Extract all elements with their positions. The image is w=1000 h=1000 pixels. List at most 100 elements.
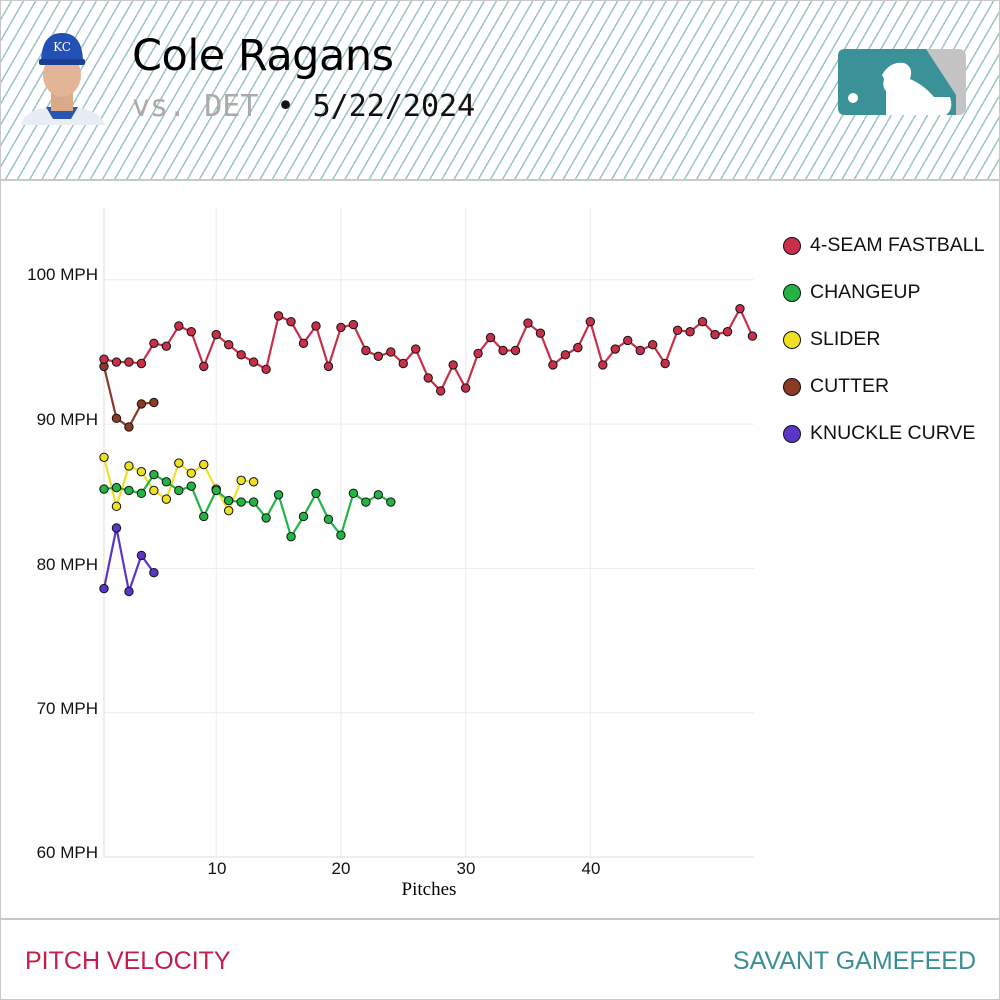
y-tick-label: 90 MPH (36, 410, 98, 429)
data-point (411, 344, 421, 354)
data-point (211, 329, 221, 340)
data-point (111, 523, 122, 533)
data-point (361, 345, 371, 356)
footer-title: PITCH VELOCITY (25, 947, 231, 975)
data-point (236, 497, 246, 507)
header: KC Cole Ragans vs. DET • 5/22/2024 (1, 1, 999, 181)
data-point (174, 458, 184, 468)
data-point (722, 327, 733, 337)
data-point (199, 511, 209, 522)
data-point (286, 531, 296, 542)
data-point (161, 341, 172, 351)
data-point (573, 342, 583, 353)
data-point (311, 321, 321, 331)
data-point (685, 327, 695, 337)
x-tick-label: 10 (207, 859, 227, 878)
data-point (647, 340, 658, 350)
game-date: 5/22/2024 (312, 89, 476, 124)
data-point (174, 321, 184, 331)
data-point (161, 494, 172, 504)
legend-swatch (783, 330, 801, 349)
data-point (498, 345, 508, 356)
data-point (186, 468, 196, 478)
separator: • (276, 89, 295, 124)
data-point (448, 360, 458, 370)
data-point (261, 513, 271, 523)
data-point (111, 357, 122, 367)
data-point (161, 477, 172, 487)
data-point (585, 316, 596, 327)
data-point (236, 475, 246, 486)
data-point (149, 469, 159, 480)
data-point (473, 348, 483, 359)
data-point (248, 477, 259, 487)
data-point (136, 550, 147, 561)
data-point (735, 303, 745, 314)
data-point (348, 319, 359, 330)
data-point (460, 383, 471, 393)
data-point (186, 481, 196, 491)
data-point (523, 318, 533, 328)
opponent: vs. DET (132, 89, 259, 124)
data-point (298, 338, 309, 348)
data-point (535, 328, 546, 338)
legend-label: 4-SEAM FASTBALL (810, 234, 985, 256)
data-point (99, 583, 109, 594)
footer-brand[interactable]: SAVANT GAMEFEED (732, 947, 976, 975)
legend-swatch (783, 424, 801, 443)
data-point (248, 357, 259, 367)
y-tick-label: 60 MPH (36, 843, 98, 862)
data-point (211, 485, 221, 496)
data-point (548, 360, 558, 370)
data-point (248, 497, 259, 507)
legend-label: KNUCKLE CURVE (810, 422, 976, 444)
legend-swatch (783, 236, 801, 255)
data-point (136, 358, 147, 369)
data-point (224, 505, 234, 516)
data-point (361, 497, 371, 507)
data-point (236, 350, 246, 360)
data-point (747, 331, 758, 341)
data-point (124, 357, 134, 367)
data-point (323, 514, 334, 525)
player-name: Cole Ragans (132, 31, 394, 81)
data-point (386, 497, 396, 507)
data-point (298, 511, 309, 522)
legend-item-cutter[interactable]: CUTTER (783, 363, 984, 410)
legend-label: SLIDER (810, 328, 881, 350)
data-point (485, 332, 496, 343)
legend-label: CHANGEUP (810, 281, 921, 303)
data-point (124, 485, 134, 496)
legend-item-knuckle-curve[interactable]: KNUCKLE CURVE (783, 410, 984, 457)
data-point (111, 482, 122, 493)
data-point (323, 361, 334, 372)
y-tick-label: 80 MPH (36, 555, 98, 574)
x-tick-label: 20 (331, 859, 351, 878)
data-point (124, 422, 134, 432)
data-point (435, 386, 446, 396)
legend-swatch (783, 377, 801, 396)
legend-item-changeup[interactable]: CHANGEUP (783, 269, 984, 316)
data-point (398, 358, 408, 369)
data-point (336, 322, 346, 333)
data-point (124, 586, 134, 597)
data-point (99, 452, 109, 462)
legend-item-4-seam-fastball[interactable]: 4-SEAM FASTBALL (783, 222, 984, 269)
data-point (560, 350, 571, 360)
data-point (311, 488, 321, 499)
data-point (598, 360, 608, 370)
data-point (99, 354, 109, 364)
data-point (710, 329, 720, 340)
data-point (273, 490, 284, 500)
series-line-knuckle-curve (102, 527, 155, 596)
data-point (286, 316, 296, 327)
data-point (124, 461, 134, 471)
data-point (261, 364, 271, 374)
data-point (149, 568, 159, 578)
x-tick-label: 40 (581, 859, 601, 878)
data-point (610, 344, 620, 354)
data-point (510, 345, 521, 356)
legend-item-slider[interactable]: SLIDER (783, 316, 984, 363)
series-line-changeup (103, 473, 392, 540)
data-point (348, 488, 359, 499)
